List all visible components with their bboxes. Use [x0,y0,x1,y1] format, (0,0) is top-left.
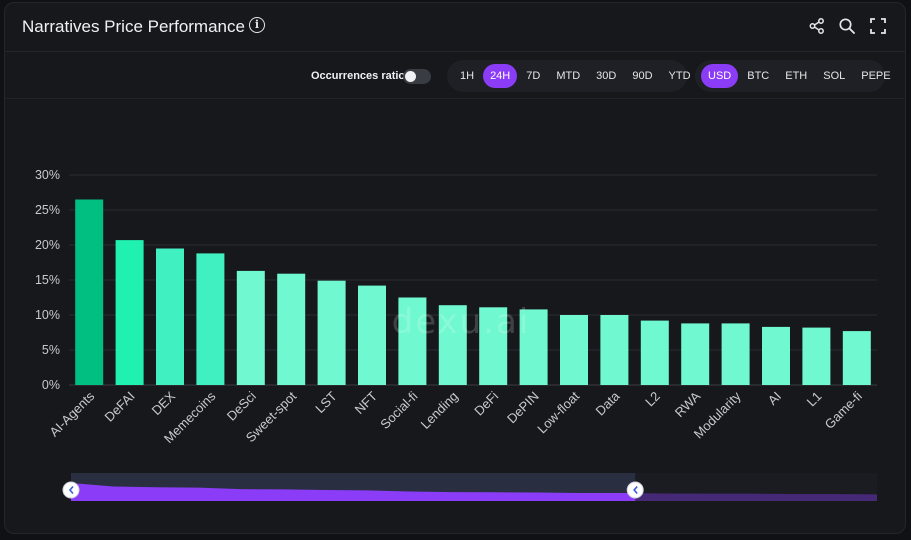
x-tick-label: DEX [149,388,179,418]
time-range-selector: 1H 24H 7D MTD 30D 90D YTD [447,60,691,92]
card-header: Narratives Price Performance i [5,3,905,52]
toolbar-divider [5,98,905,99]
x-tick-label: DePIN [504,389,542,427]
bar-data[interactable] [600,315,629,385]
time-range-30d[interactable]: 30D [596,70,617,82]
share-icon[interactable] [808,17,826,35]
time-range-mtd[interactable]: MTD [556,70,581,82]
bar-low-float[interactable] [560,315,588,385]
y-tick-label: 5% [42,343,60,357]
chevron-left-icon [633,485,638,495]
x-tick-label: L2 [642,389,663,410]
fullscreen-icon[interactable] [869,17,887,35]
page-title: Narratives Price Performance [22,17,245,36]
x-tick-label: NFT [352,388,381,417]
x-tick-label: AI-Agents [46,388,97,439]
bar-ai-agents[interactable] [75,199,104,386]
bar-modularity[interactable] [721,323,750,385]
x-tick-label: DeSci [224,388,259,423]
x-tick-label: AI [765,389,784,408]
currency-pepe[interactable]: PEPE [861,70,891,82]
y-tick-label: 0% [42,378,60,392]
time-range-1h[interactable]: 1H [460,70,475,82]
chevron-left-icon [68,485,74,495]
time-range-90d[interactable]: 90D [632,70,653,82]
chart-toolbar: Occurrences ratio 1H 24H 7D MTD 30D 90D YTD US… [5,60,905,94]
time-range-7d[interactable]: 7D [526,70,541,82]
currency-sol[interactable]: SOL [823,70,846,82]
bar-lending[interactable] [438,305,467,385]
y-tick-label: 25% [35,203,60,217]
x-tick-label: DeFi [471,388,501,418]
bar-memecoins[interactable] [196,253,225,385]
bar-dex[interactable] [156,248,184,386]
bar-depin[interactable] [519,309,548,385]
zoom-selected-area [71,483,636,501]
x-tick-label: L1 [804,389,825,410]
currency-usd[interactable]: USD [701,64,739,88]
x-tick-label: RWA [672,388,704,420]
bar-l1[interactable] [802,327,831,385]
bar-rwa[interactable] [681,323,710,385]
bar-defi[interactable] [479,307,508,385]
x-tick-label: Game-fi [822,388,865,431]
occurrences-ratio-toggle[interactable] [403,69,431,84]
bar-chart: 0%5%10%15%20%25%30%AI-Agents DeFAI DEXMeme… [35,168,877,501]
x-tick-label: Social-fi [377,388,420,431]
bar-sweet-spot[interactable] [277,273,306,385]
bar-ai[interactable] [762,326,790,385]
x-tick-label: LST [312,388,340,416]
bar-game-fi[interactable] [842,331,871,385]
y-tick-label: 30% [35,168,60,182]
bar-lst[interactable] [317,280,346,385]
x-tick-label: Lending [418,389,461,432]
bar-defai[interactable] [115,240,144,385]
toggle-knob [405,71,416,82]
search-icon[interactable] [838,17,856,35]
bar-social-fi[interactable] [398,297,427,386]
currency-btc[interactable]: BTC [747,70,770,82]
x-tick-label: DeFAI [102,389,138,425]
currency-eth[interactable]: ETH [785,70,808,82]
x-tick-label: Data [592,388,623,419]
watermark: dexu.ai [392,302,531,342]
occurrences-ratio-label: Occurrences ratio [311,70,406,82]
chart-card: Narratives Price Performance i Occurrenc… [4,2,906,534]
currency-selector: USD BTC ETH SOL PEPE [695,60,891,92]
info-icon[interactable]: i [249,17,265,33]
bar-l2[interactable] [640,320,669,385]
bar-nft[interactable] [358,285,386,385]
y-tick-label: 15% [35,273,60,287]
time-range-24h[interactable]: 24H [483,64,518,88]
y-tick-label: 20% [35,238,60,252]
y-tick-label: 10% [35,308,60,322]
time-range-ytd[interactable]: YTD [668,70,691,82]
x-tick-label: Low-float [534,388,582,436]
bar-desci[interactable] [236,270,265,385]
